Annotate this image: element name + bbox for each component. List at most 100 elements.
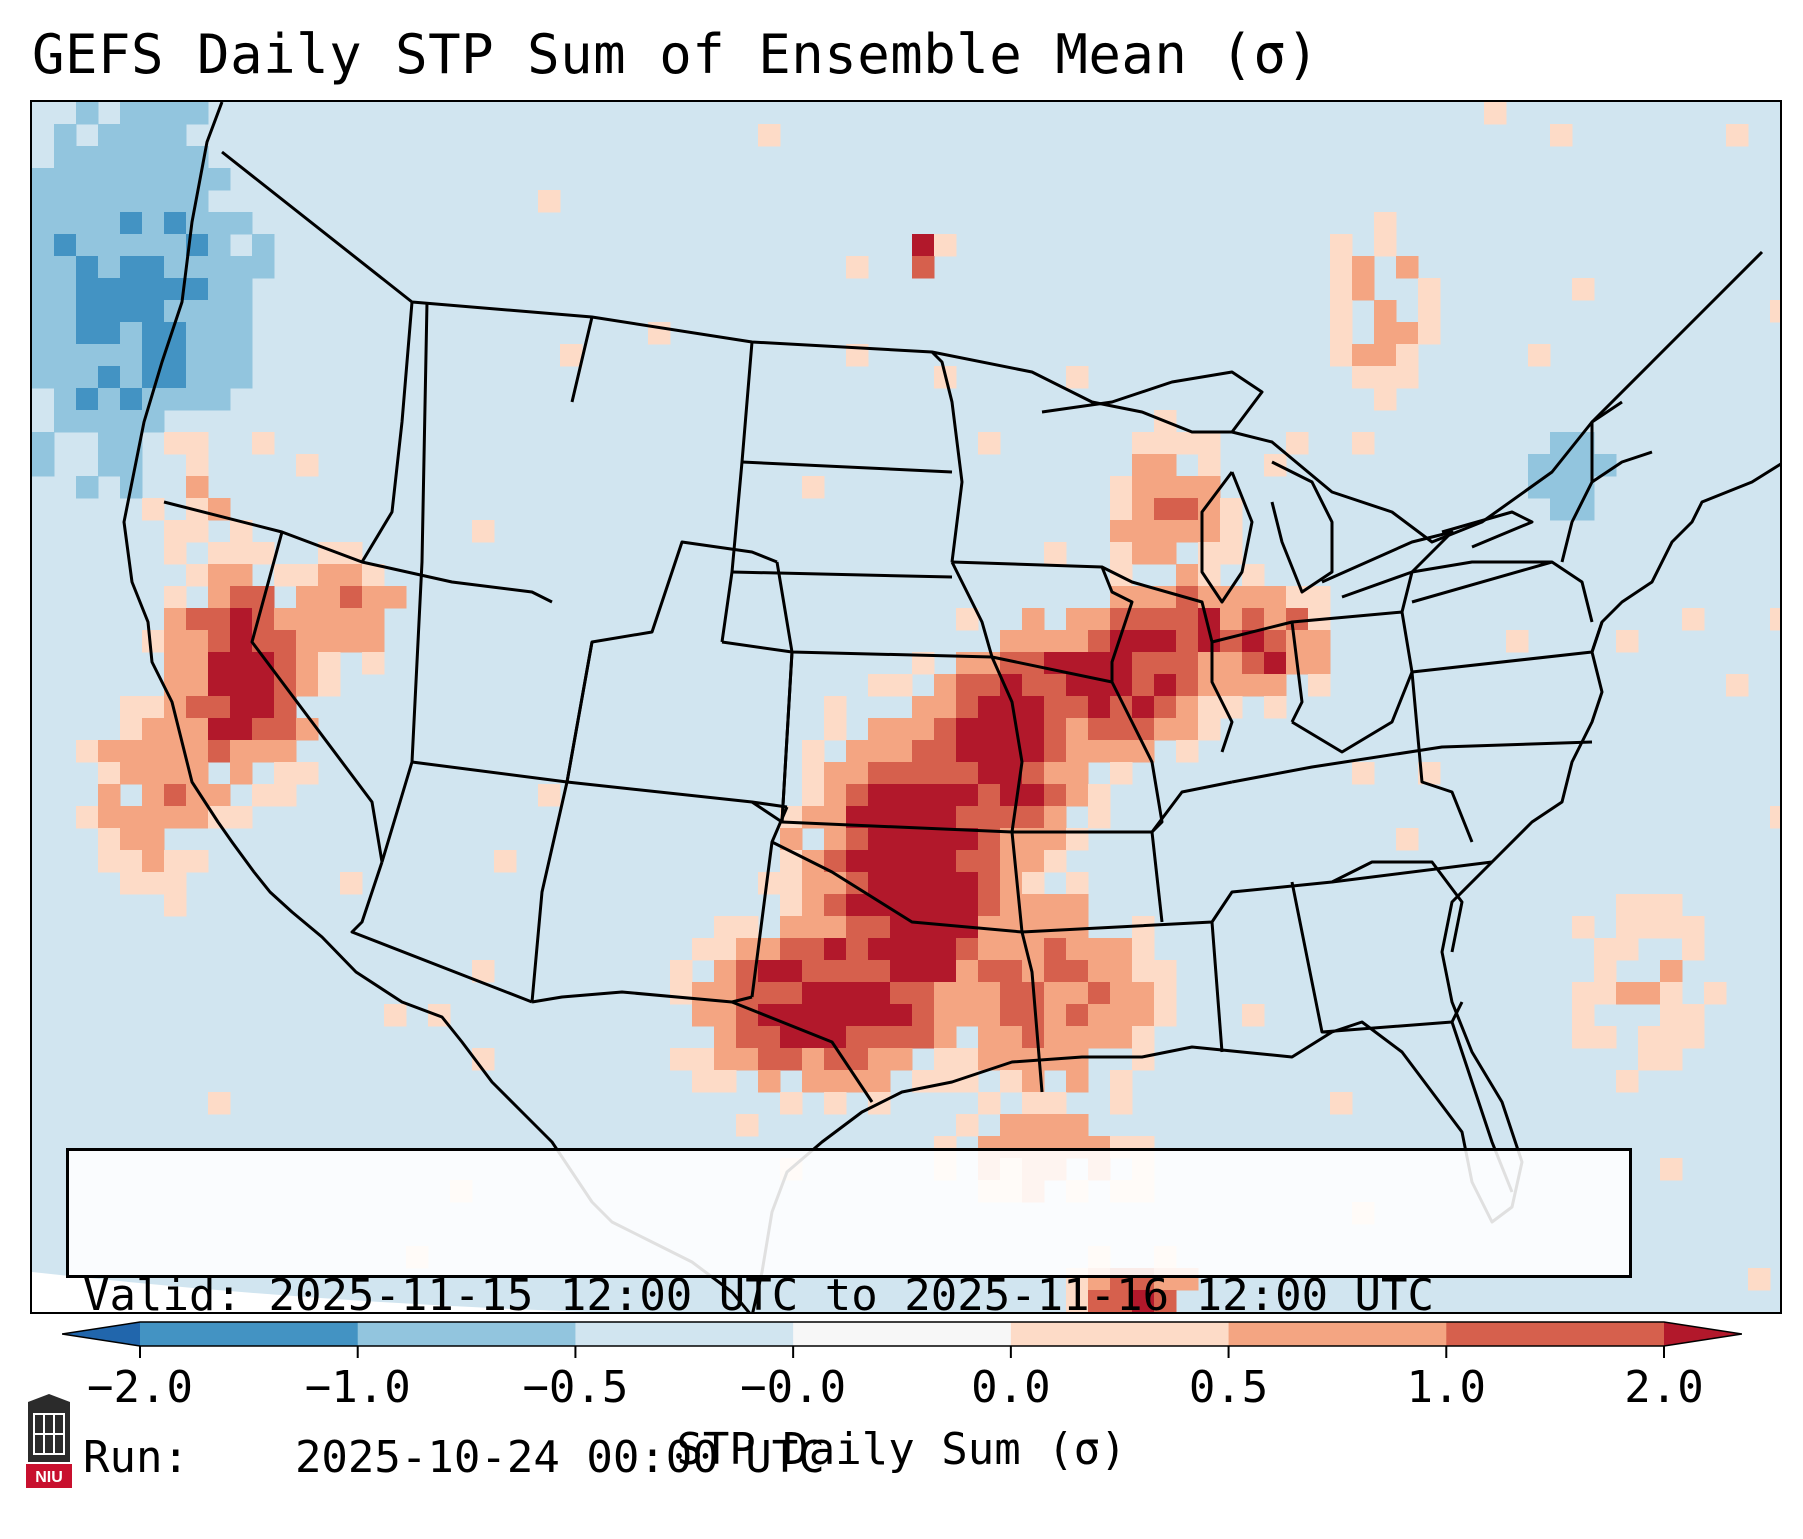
anomaly-cell [692, 1004, 715, 1027]
anomaly-cell [780, 916, 803, 939]
anomaly-cell [1088, 630, 1111, 653]
anomaly-cell [1132, 1048, 1155, 1071]
anomaly-cell [714, 916, 737, 939]
anomaly-cell [780, 850, 803, 873]
anomaly-cell [1110, 1004, 1133, 1027]
anomaly-cell [912, 938, 935, 961]
anomaly-cell [1022, 674, 1045, 697]
anomaly-cell [912, 960, 935, 983]
anomaly-cell [164, 190, 187, 213]
anomaly-cell [142, 850, 165, 873]
anomaly-cell [1682, 1026, 1705, 1049]
anomaly-cell [120, 432, 143, 455]
anomaly-cell [186, 520, 209, 543]
anomaly-cell [1220, 630, 1243, 653]
valid-run-info-box: Valid: 2025-11-15 12:00 UTC to 2025-11-1… [66, 1148, 1632, 1483]
anomaly-cell [1176, 498, 1199, 521]
anomaly-cell [1638, 894, 1661, 917]
anomaly-cell [186, 630, 209, 653]
anomaly-cell [846, 806, 869, 829]
anomaly-cell [1286, 432, 1309, 455]
anomaly-cell [890, 894, 913, 917]
anomaly-cell [208, 168, 231, 191]
anomaly-cell [54, 344, 77, 367]
anomaly-cell [1352, 366, 1375, 389]
anomaly-cell [230, 696, 253, 719]
anomaly-cell [142, 740, 165, 763]
anomaly-cell [340, 586, 363, 609]
anomaly-cell [1682, 938, 1705, 961]
anomaly-cell [846, 850, 869, 873]
anomaly-cell [538, 784, 561, 807]
colorbar-tick-label: −0.5 [522, 1362, 629, 1413]
anomaly-cell [1110, 498, 1133, 521]
anomaly-cell [824, 1026, 847, 1049]
anomaly-cell [1000, 960, 1023, 983]
anomaly-cell [230, 608, 253, 631]
projection-edge [32, 1272, 592, 1312]
anomaly-cell [1110, 938, 1133, 961]
anomaly-cell [230, 366, 253, 389]
colorbar-bin [140, 1322, 359, 1346]
anomaly-cell [890, 938, 913, 961]
anomaly-cell [1088, 784, 1111, 807]
anomaly-cell [912, 916, 935, 939]
anomaly-cell [1198, 652, 1221, 675]
anomaly-cell [1132, 608, 1155, 631]
canada-border [221, 150, 1764, 544]
anomaly-cell [208, 388, 231, 411]
anomaly-cell [1088, 982, 1111, 1005]
anomaly-cell [1220, 608, 1243, 631]
anomaly-cell [1198, 476, 1221, 499]
anomaly-cell [208, 784, 231, 807]
anomaly-cell [912, 828, 935, 851]
anomaly-cell [1572, 498, 1595, 521]
anomaly-cell [1000, 1114, 1023, 1137]
anomaly-cell [32, 454, 55, 477]
anomaly-cell [1044, 916, 1067, 939]
anomaly-cell [142, 828, 165, 851]
anomaly-cell [1154, 432, 1177, 455]
anomaly-cell [252, 630, 275, 653]
anomaly-cell [1022, 1092, 1045, 1115]
anomaly-cell [1110, 476, 1133, 499]
colorbar-extend-low [62, 1322, 140, 1346]
anomaly-cell [76, 102, 99, 125]
anomaly-cell [230, 322, 253, 345]
anomaly-cell [846, 740, 869, 763]
anomaly-cell [978, 1092, 1001, 1115]
anomaly-cell [1770, 300, 1780, 323]
anomaly-cell [208, 344, 231, 367]
anomaly-cell [868, 1004, 891, 1027]
anomaly-cell [1066, 784, 1089, 807]
anomaly-cell [1242, 586, 1265, 609]
anomaly-cell [714, 982, 737, 1005]
anomaly-cell [1022, 828, 1045, 851]
anomaly-cell [978, 938, 1001, 961]
anomaly-cell [1220, 586, 1243, 609]
anomaly-cell [98, 388, 121, 411]
anomaly-cell [1132, 696, 1155, 719]
anomaly-cell [1044, 894, 1067, 917]
anomaly-cell [252, 234, 275, 257]
anomaly-cell [230, 212, 253, 235]
anomaly-cell [934, 674, 957, 697]
anomaly-cell [186, 102, 209, 125]
anomaly-cell [252, 696, 275, 719]
anomaly-cell [164, 608, 187, 631]
anomaly-cell [1176, 630, 1199, 653]
anomaly-cell [230, 300, 253, 323]
anomaly-cell [164, 234, 187, 257]
anomaly-cell [1000, 740, 1023, 763]
anomaly-cell [846, 256, 869, 279]
anomaly-cell [1022, 1070, 1045, 1093]
anomaly-cell [1110, 762, 1133, 785]
anomaly-cell [846, 784, 869, 807]
anomaly-cell [1022, 1026, 1045, 1049]
anomaly-cell [802, 762, 825, 785]
anomaly-cell [1066, 630, 1089, 653]
anomaly-cell [1616, 1070, 1639, 1093]
anomaly-cell [54, 256, 77, 279]
anomaly-cell [1088, 1004, 1111, 1027]
anomaly-cell [296, 718, 319, 741]
